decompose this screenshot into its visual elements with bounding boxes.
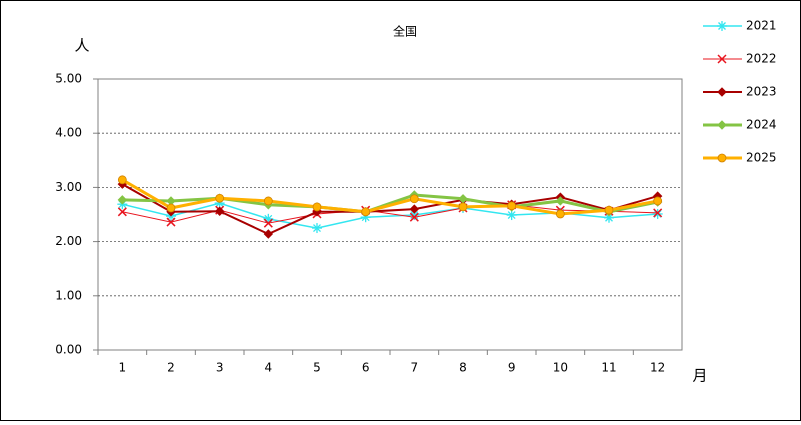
marker (717, 120, 727, 130)
x-tick-label: 4 (265, 361, 273, 375)
y-tick-label: 1.00 (55, 288, 82, 302)
marker-shape (717, 120, 727, 130)
x-tick-label: 2 (167, 361, 175, 375)
marker (117, 195, 128, 205)
x-tick-label: 9 (508, 361, 516, 375)
marker (312, 223, 322, 234)
marker-shape (312, 202, 322, 212)
marker-stroke (166, 217, 176, 227)
marker (652, 208, 663, 219)
marker-shape (409, 204, 420, 214)
marker (263, 218, 273, 228)
marker (263, 229, 274, 239)
legend-label: 2022 (746, 52, 777, 66)
legend-label: 2023 (746, 85, 777, 99)
marker (717, 54, 727, 64)
marker (458, 202, 468, 212)
marker-shape (166, 203, 176, 213)
marker-shape (263, 229, 274, 239)
marker (409, 212, 419, 222)
marker-shape (263, 196, 273, 206)
legend-label: 2025 (746, 151, 777, 165)
y-tick-label: 3.00 (55, 180, 82, 194)
legend-label: 2024 (746, 118, 777, 132)
marker-shape (117, 195, 128, 205)
x-tick-label: 6 (362, 361, 370, 375)
marker-shape (653, 196, 663, 206)
x-tick-label: 8 (459, 361, 467, 375)
marker (717, 87, 727, 97)
marker (117, 207, 127, 217)
marker-shape (555, 196, 566, 206)
x-tick-label: 5 (313, 361, 321, 375)
marker (409, 204, 420, 214)
marker (409, 194, 419, 204)
marker-stroke (117, 207, 127, 217)
x-axis-label: 月 (692, 367, 707, 385)
marker-stroke (653, 208, 663, 218)
marker-stroke (263, 218, 273, 228)
marker (555, 209, 565, 219)
x-tick-label: 1 (119, 361, 127, 375)
marker-shape (361, 207, 371, 217)
marker (166, 203, 176, 213)
marker (604, 212, 614, 223)
marker (361, 207, 371, 217)
marker (263, 196, 273, 206)
y-tick-label: 2.00 (55, 234, 82, 248)
marker-shape (458, 202, 468, 212)
marker-shape (717, 87, 727, 97)
marker (653, 196, 663, 206)
marker-shape (117, 175, 127, 185)
marker-stroke (717, 54, 727, 64)
marker-shape (717, 153, 727, 163)
marker-shape (215, 193, 225, 203)
marker-stroke (409, 212, 419, 222)
marker (507, 201, 517, 211)
marker (604, 205, 614, 215)
y-tick-label: 5.00 (55, 72, 82, 86)
marker-shape (409, 194, 419, 204)
marker (214, 206, 225, 216)
series-line (121, 183, 658, 236)
marker-shape (555, 209, 565, 219)
y-axis-label: 人 (74, 37, 89, 55)
x-tick-label: 3 (216, 361, 224, 375)
marker-shape (604, 205, 614, 215)
marker (555, 196, 566, 206)
y-tick-label: 4.00 (55, 126, 82, 140)
x-tick-label: 10 (553, 361, 568, 375)
marker (653, 208, 663, 218)
marker (717, 21, 727, 31)
y-tick-label: 0.00 (55, 343, 82, 357)
x-tick-label: 12 (650, 361, 665, 375)
marker (717, 153, 727, 163)
legend-label: 2021 (746, 19, 777, 33)
x-tick-label: 11 (601, 361, 616, 375)
x-tick-label: 7 (411, 361, 419, 375)
marker (215, 193, 225, 203)
marker-shape (214, 206, 225, 216)
marker (166, 217, 176, 227)
marker (117, 175, 127, 185)
marker (506, 210, 517, 221)
chart-title: 全国 (393, 24, 417, 39)
marker (312, 202, 322, 212)
series-line (121, 178, 658, 216)
marker-shape (507, 201, 517, 211)
